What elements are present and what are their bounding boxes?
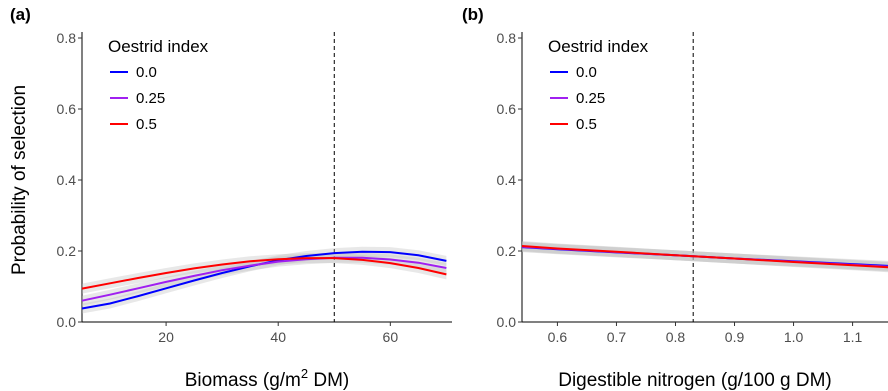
y-tick-label: 0.6 [57, 101, 77, 117]
legend-entry: 0.5 [576, 116, 597, 133]
x-tick-label: 0.7 [607, 329, 627, 345]
confidence-band [82, 253, 447, 294]
x-tick-label: 0.8 [666, 329, 686, 345]
x-tick-label: 60 [383, 329, 399, 345]
x-tick-label: 20 [158, 329, 174, 345]
x-tick-label: 40 [270, 329, 286, 345]
y-tick-label: 0.2 [497, 243, 517, 259]
y-tick-label: 0.8 [57, 30, 77, 46]
series-line [521, 245, 888, 269]
x-tick-label: 1.0 [784, 329, 804, 345]
legend-entry: 0.5 [136, 116, 157, 133]
y-tick-label: 0.2 [57, 243, 77, 259]
y-tick-label: 0.4 [57, 172, 77, 188]
legend-title: Oestrid index [548, 37, 649, 56]
y-tick-label: 0.0 [57, 314, 77, 330]
legend-entry: 0.0 [576, 64, 597, 81]
y-tick-label: 0.4 [497, 172, 517, 188]
legend-entry: 0.25 [576, 90, 605, 107]
x-axis-title: Digestible nitrogen (g/100 g DM) [558, 370, 832, 391]
x-axis-title: Biomass (g/m2 DM) [185, 366, 350, 391]
legend-entry: 0.0 [136, 64, 157, 81]
y-axis-title: Probability of selection [9, 85, 30, 275]
y-tick-label: 0.6 [497, 101, 517, 117]
panel-label: (b) [462, 5, 484, 24]
series-line [81, 256, 447, 302]
legend-title: Oestrid index [108, 37, 209, 56]
panel-label: (a) [10, 5, 31, 24]
y-tick-label: 0.8 [497, 30, 517, 46]
series-line [81, 257, 447, 290]
x-tick-label: 0.6 [548, 329, 568, 345]
x-tick-label: 1.1 [843, 329, 863, 345]
legend-entry: 0.25 [136, 90, 165, 107]
y-tick-label: 0.0 [497, 314, 517, 330]
x-tick-label: 0.9 [725, 329, 745, 345]
